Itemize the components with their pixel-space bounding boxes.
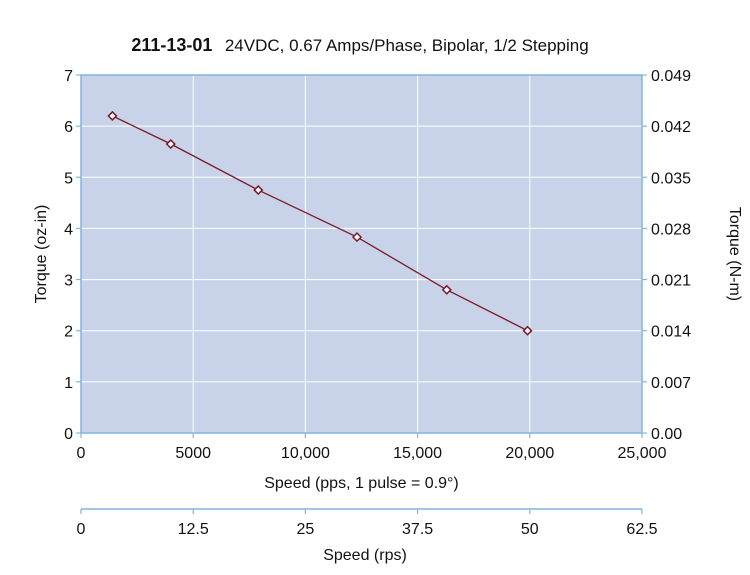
plot-frame	[80, 74, 643, 434]
y-tick-label-left: 0	[64, 426, 73, 443]
secondary-x-tick-label: 62.5	[626, 521, 657, 538]
chart-title-spec: 24VDC, 0.67 Amps/Phase, Bipolar, 1/2 Ste…	[225, 36, 589, 55]
secondary-x-tick-label: 25	[297, 521, 315, 538]
secondary-x-axis-label: Speed (rps)	[323, 547, 407, 564]
data-point-marker	[441, 284, 452, 295]
x-tick-label: 5000	[175, 445, 211, 462]
x-axis-label: Speed (pps, 1 pulse = 0.9°)	[264, 475, 459, 492]
x-tick-label: 15,000	[393, 445, 442, 462]
y-tick-label-right: 0.049	[651, 68, 691, 85]
secondary-x-tick-label: 0	[77, 521, 86, 538]
y-tick-label-left: 7	[64, 68, 73, 85]
grid-lines	[81, 75, 642, 433]
series-line	[112, 115, 528, 332]
data-point-marker	[165, 138, 176, 150]
chart-title-model: 211-13-01	[131, 35, 212, 55]
y-tick-label-left: 1	[64, 375, 73, 392]
chart-title: 211-13-01 24VDC, 0.67 Amps/Phase, Bipola…	[131, 35, 588, 55]
tick-labels: 0 5000 10,000 15,000 20,000 25,000 0 1 2 3 4 5 6 7 0.0…	[64, 68, 691, 538]
x-tick-label: 10,000	[281, 445, 330, 462]
y-tick-label-left: 5	[64, 170, 73, 187]
y-tick-label-right: 0.042	[651, 119, 691, 136]
y-tick-label-right: 0.007	[651, 375, 691, 392]
x-tick-label: 25,000	[618, 445, 667, 462]
y-tick-label-left: 4	[64, 221, 73, 238]
x-tick-label: 0	[77, 445, 86, 462]
secondary-x-tick-label: 37.5	[402, 521, 433, 538]
y-axis-label-right: Torque (N-m)	[726, 207, 743, 301]
x-tick-label: 20,000	[505, 445, 554, 462]
y-tick-label-right: 0.00	[651, 426, 682, 443]
y-tick-label-left: 6	[64, 119, 73, 136]
axes	[76, 74, 647, 514]
secondary-x-tick-label: 12.5	[178, 521, 209, 538]
data-point-marker	[253, 185, 264, 196]
y-axis-label-left: Torque (oz-in)	[33, 205, 50, 304]
series	[107, 110, 533, 336]
plot-area	[81, 75, 642, 433]
y-tick-label-left: 3	[64, 273, 73, 290]
secondary-x-tick-label: 50	[521, 521, 539, 538]
y-tick-label-right: 0.035	[651, 170, 691, 187]
data-point-marker	[107, 110, 118, 121]
y-tick-label-left: 2	[64, 324, 73, 341]
y-tick-label-right: 0.021	[651, 273, 691, 290]
y-tick-label-right: 0.028	[651, 221, 691, 238]
y-tick-label-right: 0.014	[651, 324, 691, 341]
data-point-marker	[351, 232, 363, 243]
data-point-marker	[522, 325, 533, 336]
